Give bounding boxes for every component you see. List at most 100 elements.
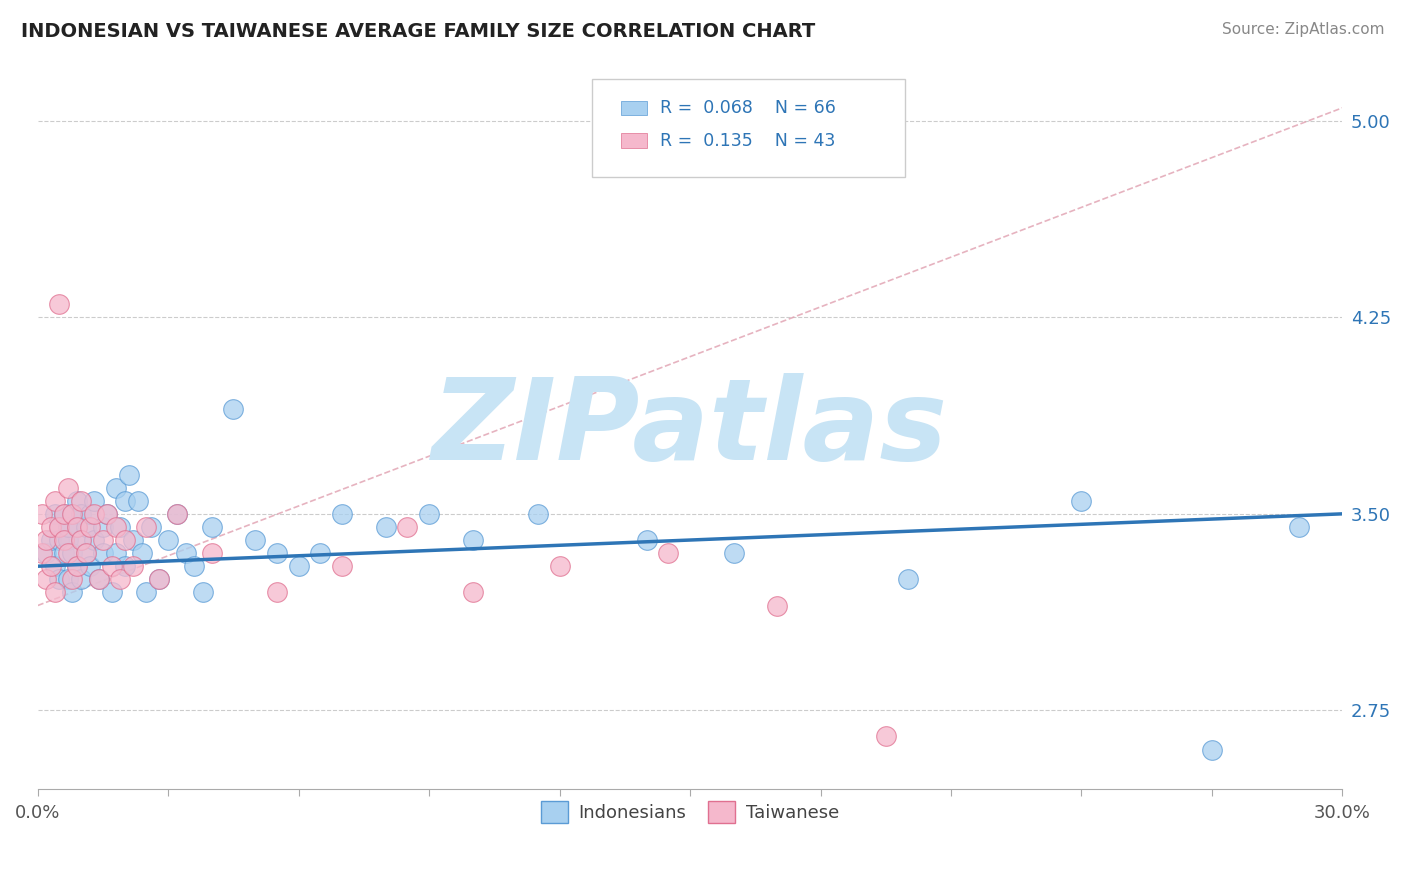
Point bbox=[70, 493, 93, 508]
Point bbox=[79, 507, 101, 521]
Point bbox=[396, 520, 419, 534]
Point bbox=[52, 546, 75, 560]
Point bbox=[91, 533, 114, 547]
Point bbox=[62, 507, 84, 521]
Point bbox=[287, 559, 309, 574]
Point bbox=[118, 467, 141, 482]
Point bbox=[166, 507, 188, 521]
Point bbox=[148, 572, 170, 586]
Point bbox=[1201, 742, 1223, 756]
Text: ZIPatlas: ZIPatlas bbox=[432, 373, 948, 484]
Point bbox=[62, 572, 84, 586]
Point bbox=[44, 559, 66, 574]
Point bbox=[87, 572, 110, 586]
Point bbox=[56, 520, 79, 534]
Point bbox=[79, 520, 101, 534]
Point bbox=[75, 546, 97, 560]
Point bbox=[56, 546, 79, 560]
Point bbox=[201, 520, 224, 534]
Point bbox=[44, 493, 66, 508]
Point bbox=[266, 546, 288, 560]
Point bbox=[52, 533, 75, 547]
Point bbox=[52, 507, 75, 521]
Point bbox=[48, 520, 70, 534]
Point bbox=[70, 507, 93, 521]
Legend: Indonesians, Taiwanese: Indonesians, Taiwanese bbox=[533, 794, 846, 830]
Point bbox=[461, 533, 484, 547]
Point bbox=[35, 572, 58, 586]
Point bbox=[139, 520, 162, 534]
Point bbox=[70, 533, 93, 547]
Point bbox=[83, 533, 105, 547]
Point bbox=[56, 533, 79, 547]
Point bbox=[70, 533, 93, 547]
Point bbox=[122, 559, 145, 574]
Point bbox=[131, 546, 153, 560]
Point bbox=[91, 520, 114, 534]
Point bbox=[110, 520, 132, 534]
Point bbox=[110, 572, 132, 586]
Point bbox=[127, 493, 149, 508]
Point bbox=[896, 572, 918, 586]
Point bbox=[70, 572, 93, 586]
Point bbox=[31, 546, 53, 560]
Text: R =  0.135    N = 43: R = 0.135 N = 43 bbox=[659, 131, 835, 150]
Point bbox=[39, 559, 62, 574]
Point bbox=[135, 585, 157, 599]
Point bbox=[104, 520, 127, 534]
Point bbox=[96, 507, 118, 521]
Point bbox=[48, 297, 70, 311]
Point bbox=[44, 585, 66, 599]
Point bbox=[39, 520, 62, 534]
Point bbox=[62, 546, 84, 560]
Point bbox=[100, 585, 122, 599]
Point bbox=[875, 730, 897, 744]
Text: R =  0.068    N = 66: R = 0.068 N = 66 bbox=[659, 99, 837, 117]
Point bbox=[104, 481, 127, 495]
Point bbox=[75, 520, 97, 534]
Point bbox=[461, 585, 484, 599]
Point bbox=[91, 546, 114, 560]
Point bbox=[309, 546, 332, 560]
Point bbox=[174, 546, 197, 560]
Point bbox=[201, 546, 224, 560]
Point bbox=[122, 533, 145, 547]
Point bbox=[56, 572, 79, 586]
Point bbox=[83, 507, 105, 521]
Point bbox=[100, 559, 122, 574]
Point bbox=[157, 533, 180, 547]
Text: INDONESIAN VS TAIWANESE AVERAGE FAMILY SIZE CORRELATION CHART: INDONESIAN VS TAIWANESE AVERAGE FAMILY S… bbox=[21, 22, 815, 41]
Point bbox=[527, 507, 550, 521]
Point bbox=[39, 533, 62, 547]
Point bbox=[1070, 493, 1092, 508]
Point bbox=[418, 507, 440, 521]
Point bbox=[48, 572, 70, 586]
FancyBboxPatch shape bbox=[592, 79, 905, 177]
Point bbox=[1288, 520, 1310, 534]
Point bbox=[114, 559, 136, 574]
Point bbox=[35, 546, 58, 560]
FancyBboxPatch shape bbox=[621, 133, 647, 148]
Point bbox=[87, 572, 110, 586]
FancyBboxPatch shape bbox=[621, 101, 647, 115]
Point bbox=[52, 507, 75, 521]
Point bbox=[330, 507, 353, 521]
Point bbox=[636, 533, 658, 547]
Point bbox=[66, 520, 89, 534]
Point bbox=[330, 559, 353, 574]
Point bbox=[657, 546, 679, 560]
Point bbox=[243, 533, 266, 547]
Point bbox=[148, 572, 170, 586]
Point bbox=[183, 559, 205, 574]
Point bbox=[166, 507, 188, 521]
Point bbox=[83, 493, 105, 508]
Point bbox=[222, 402, 245, 417]
Point bbox=[66, 520, 89, 534]
Point bbox=[548, 559, 571, 574]
Point bbox=[31, 507, 53, 521]
Point bbox=[79, 559, 101, 574]
Point bbox=[191, 585, 214, 599]
Point bbox=[44, 507, 66, 521]
Point bbox=[75, 546, 97, 560]
Point bbox=[766, 599, 789, 613]
